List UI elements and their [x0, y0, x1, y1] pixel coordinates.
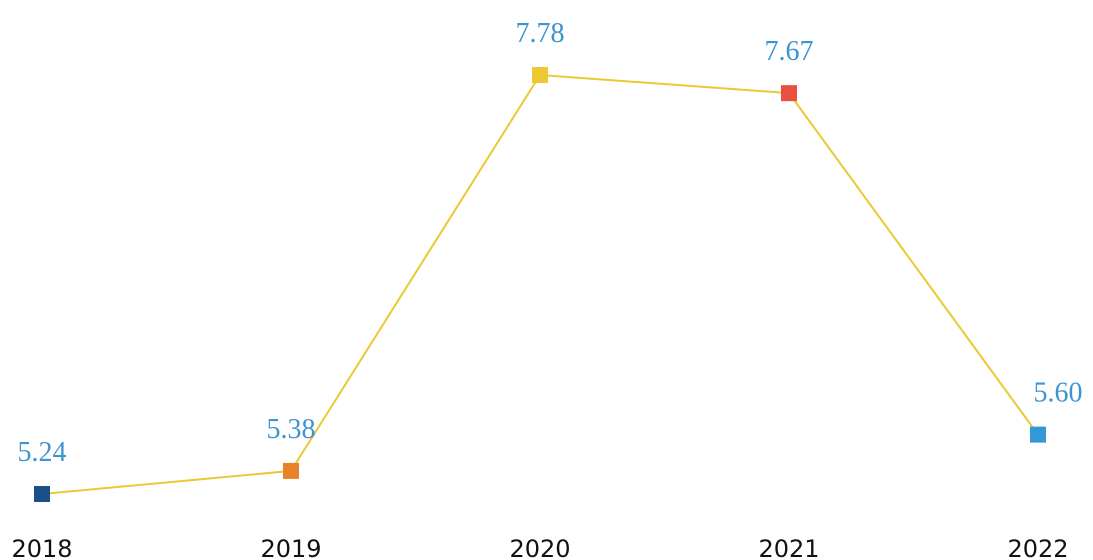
x-tick-label: 2021 [758, 535, 819, 560]
value-label: 7.78 [516, 18, 565, 49]
marker [34, 486, 50, 502]
marker [1030, 426, 1046, 443]
value-label: 5.38 [267, 414, 316, 445]
value-label: 7.67 [765, 36, 814, 67]
x-tick-label: 2020 [509, 535, 570, 560]
marker [532, 67, 548, 83]
line [41, 73, 1039, 495]
x-tick-label: 2019 [260, 535, 321, 560]
marker [781, 85, 797, 102]
marker [283, 462, 299, 479]
value-label: 5.24 [18, 437, 67, 468]
x-tick-label: 2022 [1007, 535, 1068, 560]
x-tick-label: 2018 [11, 535, 72, 560]
value-label: 5.60 [1034, 378, 1083, 409]
